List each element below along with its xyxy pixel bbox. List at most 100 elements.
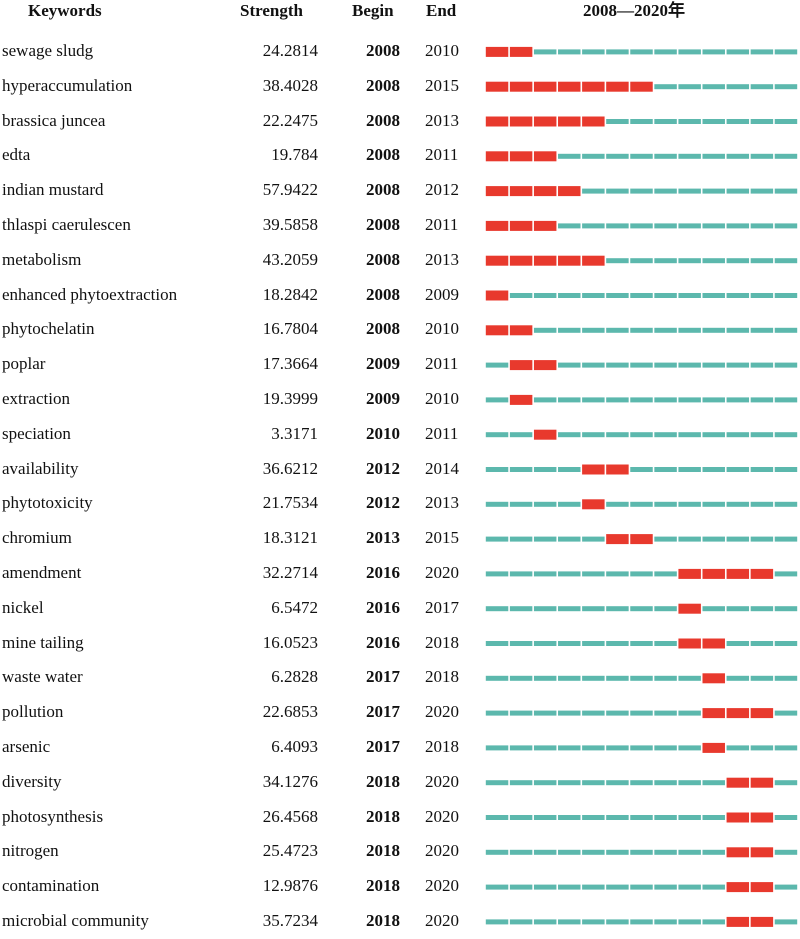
keyword-cell: arsenic	[2, 737, 51, 756]
end-cell: 2018	[425, 632, 459, 652]
keyword-cell: poplar	[2, 354, 46, 374]
keyword-cell: edta	[2, 145, 31, 165]
year-segment	[774, 293, 798, 298]
year-segment	[750, 745, 774, 751]
year-segment	[485, 780, 509, 786]
year-segment	[533, 467, 557, 472]
year-segment	[726, 258, 750, 264]
year-segment	[485, 362, 509, 368]
year-segment	[702, 919, 725, 925]
strength-cell: 22.6853	[262, 702, 318, 722]
begin-cell: 2008	[366, 145, 400, 165]
year-segment	[678, 84, 701, 90]
year-segment	[558, 501, 581, 507]
burst-year-segment	[533, 220, 557, 231]
burst-timeline	[485, 360, 798, 371]
year-segment	[485, 641, 509, 646]
year-segment	[726, 293, 750, 298]
end-cell: 2020	[425, 841, 459, 861]
year-segment	[533, 49, 557, 55]
strength-cell: 18.3121	[262, 528, 318, 548]
year-segment	[654, 919, 677, 925]
year-segment	[726, 188, 750, 194]
year-segment	[509, 849, 533, 855]
burst-year-segment	[509, 186, 533, 197]
header-year-range: 2008—2020年	[583, 1, 685, 20]
year-segment	[606, 188, 629, 194]
strength-cell: 43.2059	[262, 249, 318, 269]
begin-cell: 2016	[366, 632, 400, 652]
year-segment	[630, 119, 653, 124]
year-segment	[509, 501, 533, 507]
end-cell: 2010	[425, 41, 459, 60]
year-segment	[533, 571, 557, 577]
end-cell: 2011	[425, 145, 459, 165]
burst-timeline	[485, 534, 798, 545]
year-segment	[654, 710, 677, 716]
keyword-cell: indian mustard	[2, 180, 104, 200]
keyword-cell: brassica juncea	[2, 110, 106, 130]
year-segment	[654, 362, 677, 368]
year-segment	[702, 501, 725, 507]
year-segment	[509, 815, 533, 820]
year-segment	[750, 467, 774, 472]
year-segment	[726, 675, 750, 681]
strength-cell: 16.0523	[262, 632, 318, 652]
year-segment	[678, 153, 701, 159]
begin-cell: 2008	[366, 110, 400, 130]
year-segment	[726, 432, 750, 438]
year-segment	[726, 467, 750, 472]
strength-cell: 25.4723	[262, 841, 318, 861]
end-cell: 2011	[425, 354, 459, 374]
year-segment	[750, 675, 774, 681]
year-segment	[558, 467, 581, 472]
end-cell: 2017	[425, 597, 459, 617]
strength-cell: 39.5858	[262, 215, 318, 234]
begin-cell: 2009	[366, 354, 400, 374]
year-segment	[750, 153, 774, 159]
year-segment	[654, 188, 677, 194]
burst-year-segment	[485, 290, 509, 301]
begin-cell: 2008	[366, 284, 400, 304]
burst-year-segment	[606, 81, 629, 92]
year-segment	[485, 571, 509, 577]
year-segment	[678, 258, 701, 264]
keyword-cell: availability	[2, 458, 79, 478]
table-row: arsenic 6.4093 2017 2018	[0, 730, 800, 765]
year-segment	[558, 153, 581, 159]
year-segment	[630, 49, 653, 55]
year-segment	[678, 849, 701, 855]
keyword-cell: sewage sludg	[2, 41, 94, 60]
end-cell: 2015	[425, 528, 459, 548]
year-segment	[630, 606, 653, 612]
year-segment	[678, 710, 701, 716]
burst-year-segment	[726, 812, 750, 823]
strength-cell: 38.4028	[262, 75, 318, 95]
strength-cell: 24.2814	[262, 41, 318, 60]
year-segment	[533, 884, 557, 890]
burst-year-segment	[533, 429, 557, 440]
year-segment	[678, 49, 701, 55]
strength-cell: 12.9876	[262, 876, 318, 896]
table-row: hyperaccumulation 38.4028 2008 2015	[0, 69, 800, 104]
year-segment	[582, 606, 605, 612]
year-segment	[702, 849, 725, 855]
year-segment	[702, 223, 725, 229]
year-segment	[726, 49, 750, 55]
begin-cell: 2016	[366, 597, 400, 617]
year-segment	[606, 397, 629, 403]
burst-year-segment	[750, 847, 774, 858]
end-cell: 2011	[425, 423, 459, 443]
year-segment	[533, 501, 557, 507]
burst-year-segment	[702, 742, 725, 753]
strength-cell: 6.2828	[271, 667, 318, 687]
year-segment	[678, 501, 701, 507]
keyword-cell: hyperaccumulation	[2, 75, 133, 95]
end-cell: 2014	[425, 458, 459, 478]
year-segment	[485, 675, 509, 681]
year-segment	[606, 884, 629, 890]
year-segment	[774, 849, 798, 855]
burst-timeline	[485, 46, 798, 57]
burst-year-segment	[485, 81, 509, 92]
strength-cell: 17.3664	[262, 354, 318, 374]
